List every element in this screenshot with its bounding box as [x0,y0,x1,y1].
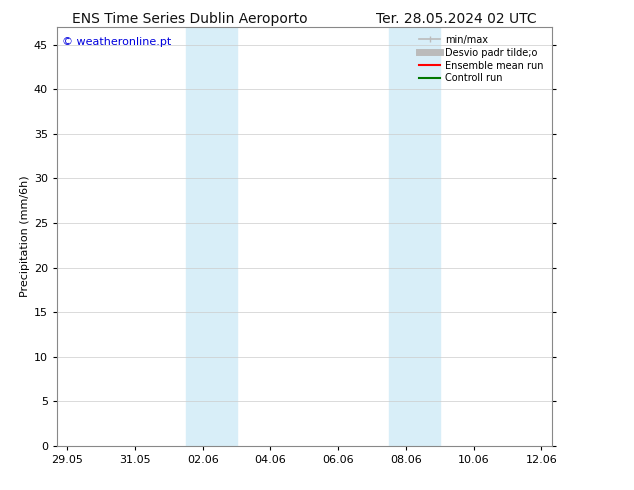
Text: © weatheronline.pt: © weatheronline.pt [62,37,171,48]
Bar [389,27,440,446]
Y-axis label: Precipitation (mm/6h): Precipitation (mm/6h) [20,175,30,297]
Text: Ter. 28.05.2024 02 UTC: Ter. 28.05.2024 02 UTC [376,12,537,26]
Bar [186,27,236,446]
Legend: min/max, Desvio padr tilde;o, Ensemble mean run, Controll run: min/max, Desvio padr tilde;o, Ensemble m… [416,32,547,86]
Text: ENS Time Series Dublin Aeroporto: ENS Time Series Dublin Aeroporto [72,12,308,26]
